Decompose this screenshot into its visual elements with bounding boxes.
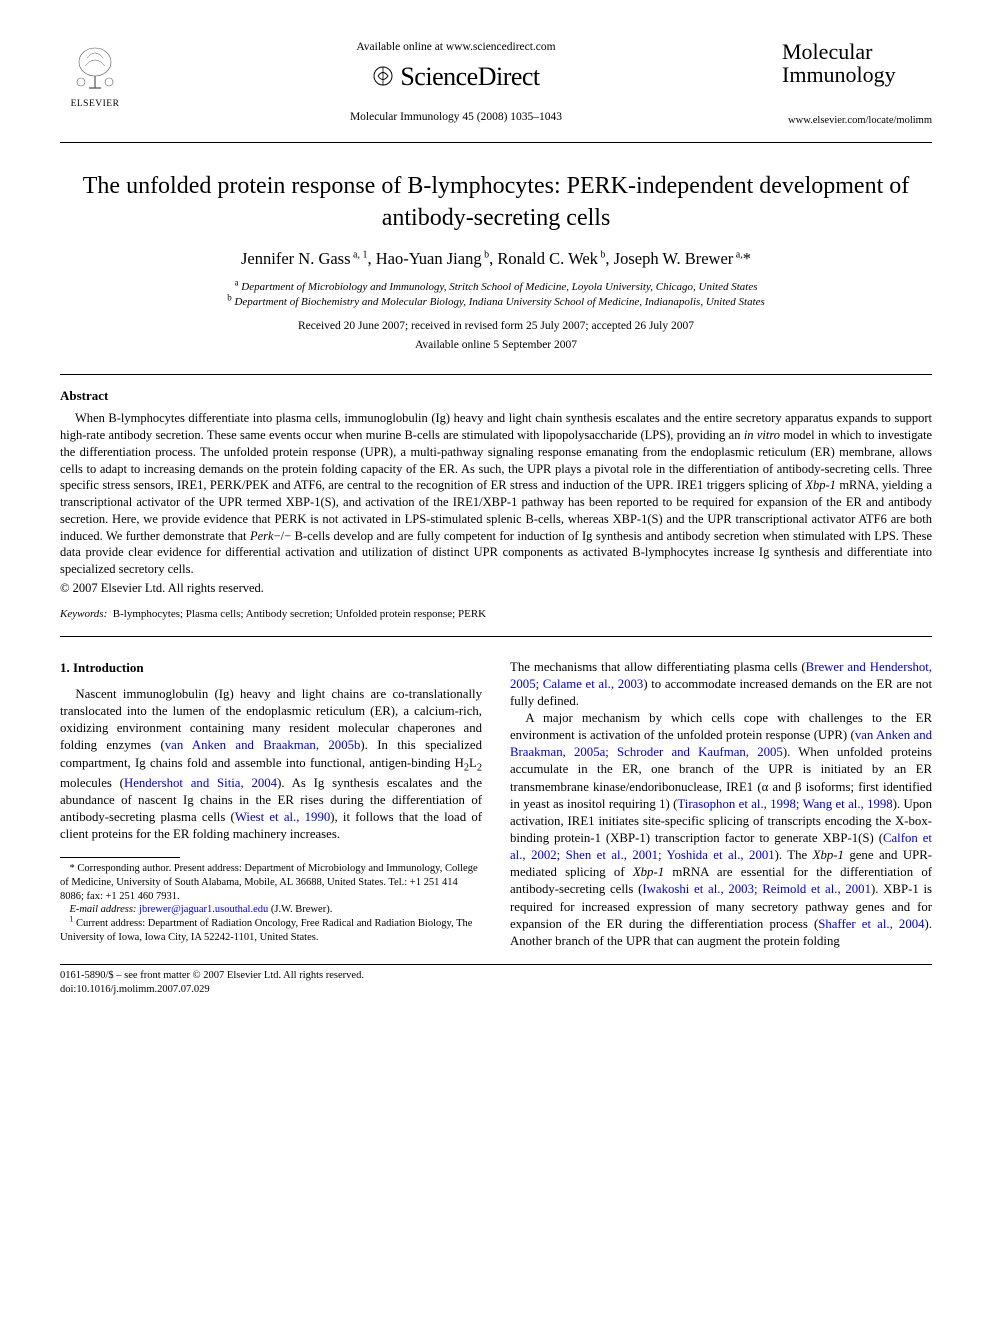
divider bbox=[60, 636, 932, 637]
keywords-list: B-lymphocytes; Plasma cells; Antibody se… bbox=[113, 608, 486, 620]
author-affil-sup: a, bbox=[733, 249, 742, 260]
citation-link[interactable]: Shaffer et al., 2004 bbox=[818, 917, 924, 931]
author-affil-sup: b bbox=[598, 249, 606, 260]
elsevier-tree-icon bbox=[67, 40, 123, 96]
affiliations: a Department of Microbiology and Immunol… bbox=[60, 280, 932, 311]
section-1-heading: 1. Introduction bbox=[60, 659, 482, 676]
email-line: E-mail address: jbrewer@jaguar1.usouthal… bbox=[60, 903, 482, 917]
journal-name-line1: Molecular bbox=[782, 40, 932, 63]
affiliation-a: Department of Microbiology and Immunolog… bbox=[241, 281, 757, 293]
footnotes: * Corresponding author. Present address:… bbox=[60, 862, 482, 944]
affiliation-b: Department of Biochemistry and Molecular… bbox=[234, 296, 764, 308]
column-right: The mechanisms that allow differentiatin… bbox=[510, 659, 932, 950]
sciencedirect-text: ScienceDirect bbox=[400, 62, 539, 91]
footnote-rule bbox=[60, 857, 180, 858]
abstract-copyright: © 2007 Elsevier Ltd. All rights reserved… bbox=[60, 580, 932, 597]
abstract-text: When B-lymphocytes differentiate into pl… bbox=[60, 410, 932, 578]
footer-issn-line: 0161-5890/$ – see front matter © 2007 El… bbox=[60, 969, 932, 983]
available-online-date: Available online 5 September 2007 bbox=[60, 338, 932, 354]
footnote-1: 1 Current address: Department of Radiati… bbox=[60, 917, 482, 944]
abstract-body: When B-lymphocytes differentiate into pl… bbox=[60, 410, 932, 578]
citation-link[interactable]: Iwakoshi et al., 2003; Reimold et al., 2… bbox=[642, 882, 871, 896]
footer: 0161-5890/$ – see front matter © 2007 El… bbox=[60, 969, 932, 996]
citation-link[interactable]: Wiest et al., 1990 bbox=[235, 810, 330, 824]
email-link[interactable]: jbrewer@jaguar1.usouthal.edu bbox=[139, 904, 268, 915]
authors-line: Jennifer N. Gass a, 1, Hao-Yuan Jiang b,… bbox=[60, 248, 932, 270]
journal-name-line2: Immunology bbox=[782, 63, 932, 86]
column-left: 1. Introduction Nascent immunoglobulin (… bbox=[60, 659, 482, 950]
footer-doi-line: doi:10.1016/j.molimm.2007.07.029 bbox=[60, 983, 932, 997]
divider bbox=[60, 374, 932, 375]
intro-para-1: Nascent immunoglobulin (Ig) heavy and li… bbox=[60, 686, 482, 843]
author-affil-sup: b bbox=[482, 249, 490, 260]
elsevier-label: ELSEVIER bbox=[60, 98, 130, 111]
received-dates: Received 20 June 2007; received in revis… bbox=[60, 319, 932, 335]
intro-para-1-cont: The mechanisms that allow differentiatin… bbox=[510, 659, 932, 710]
citation-link[interactable]: Tirasophon et al., 1998; Wang et al., 19… bbox=[677, 797, 892, 811]
keywords-line: Keywords: B-lymphocytes; Plasma cells; A… bbox=[60, 607, 932, 622]
available-online-text: Available online at www.sciencedirect.co… bbox=[150, 40, 762, 56]
journal-url: www.elsevier.com/locate/molimm bbox=[782, 114, 932, 128]
citation-line: Molecular Immunology 45 (2008) 1035–1043 bbox=[150, 110, 762, 126]
journal-logo-block: Molecular Immunology www.elsevier.com/lo… bbox=[782, 40, 932, 128]
corresponding-asterisk: * bbox=[743, 249, 751, 268]
footer-rule bbox=[60, 964, 932, 965]
sciencedirect-brand: ScienceDirect bbox=[150, 59, 762, 94]
corresponding-author-note: * Corresponding author. Present address:… bbox=[60, 862, 482, 903]
email-label: E-mail address: bbox=[69, 904, 136, 915]
body-columns: 1. Introduction Nascent immunoglobulin (… bbox=[60, 659, 932, 950]
abstract-heading: Abstract bbox=[60, 387, 932, 405]
keywords-label: Keywords: bbox=[60, 608, 107, 620]
article-title: The unfolded protein response of B-lymph… bbox=[60, 171, 932, 233]
elsevier-logo: ELSEVIER bbox=[60, 40, 130, 111]
article-header: ELSEVIER Available online at www.science… bbox=[60, 40, 932, 143]
sciencedirect-icon bbox=[372, 68, 398, 88]
email-owner: (J.W. Brewer). bbox=[271, 904, 332, 915]
citation-link[interactable]: Hendershot and Sitia, 2004 bbox=[124, 776, 277, 790]
citation-link[interactable]: van Anken and Braakman, 2005b bbox=[165, 738, 361, 752]
header-center: Available online at www.sciencedirect.co… bbox=[130, 40, 782, 125]
author-affil-sup: a, 1 bbox=[351, 249, 368, 260]
intro-para-2: A major mechanism by which cells cope wi… bbox=[510, 710, 932, 950]
